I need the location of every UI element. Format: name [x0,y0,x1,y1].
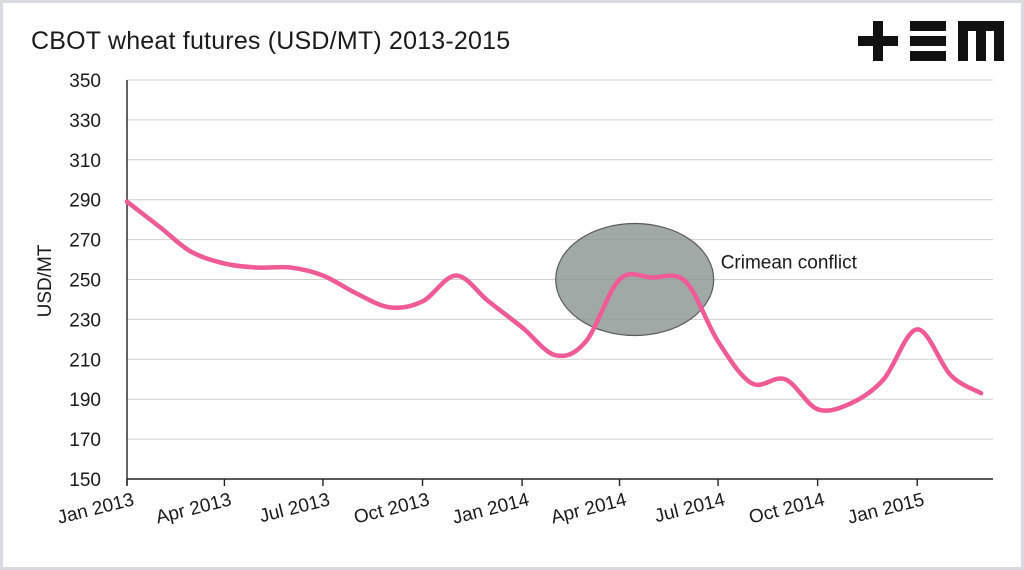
x-tick-label: Jan 2013 [55,489,136,528]
y-tick-label: 270 [69,231,101,252]
x-tick-label: Jul 2014 [652,489,727,527]
y-tick-label: 350 [69,71,101,92]
chart-title: CBOT wheat futures (USD/MT) 2013-2015 [31,27,511,55]
gridlines [127,79,993,480]
x-tick-label: Jan 2014 [450,489,531,528]
y-tick-label: 310 [69,151,101,172]
annotation-ellipse [555,222,715,337]
annotation-label: Crimean conflict [721,253,858,274]
x-tick-label: Oct 2014 [747,489,827,528]
series-line [124,199,984,413]
y-tick-label: 170 [69,430,101,451]
y-tick-label: 230 [69,310,101,331]
y-axis: 150 170 190 210 230 250 270 290 310 330 350 [69,71,128,491]
x-tick-label: Oct 2013 [352,489,432,528]
x-tick-label: Apr 2013 [154,489,234,528]
y-tick-label: 250 [69,271,101,292]
y-tick-label: 150 [69,470,101,491]
y-axis-label: USD/MT [35,244,56,317]
y-tick-label: 210 [69,350,101,371]
x-tick-label: Apr 2014 [549,489,629,528]
tem-logo [858,21,1004,61]
y-tick-label: 290 [69,191,101,212]
y-tick-label: 330 [69,111,101,132]
x-tick-label: Jul 2013 [257,489,332,527]
y-tick-label: 190 [69,390,101,411]
annotation-layer: Crimean conflict [555,222,858,337]
x-axis: Jan 2013 Apr 2013 Jul 2013 Oct 2013 Jan 2014… [55,479,926,529]
x-tick-label: Jan 2015 [845,489,926,528]
